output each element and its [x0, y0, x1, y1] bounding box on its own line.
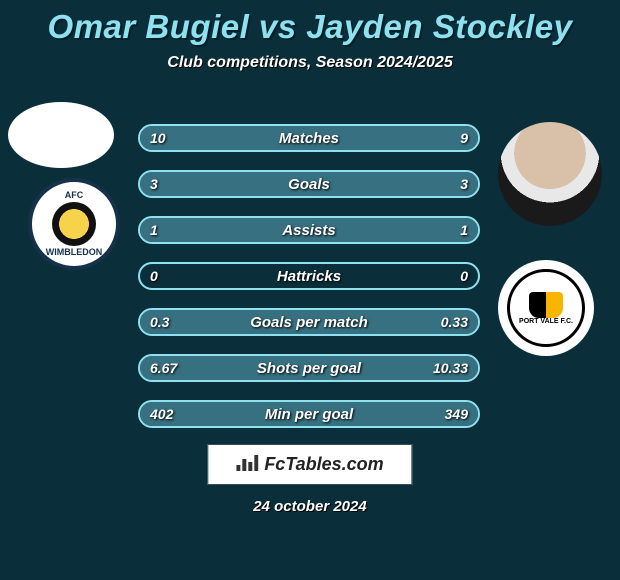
stats-panel: 10 9 Matches 3 3 Goals 1 1 Assists 0 0 Hattricks 0.3… [138, 124, 480, 446]
stat-label: Shots per goal [257, 360, 361, 377]
brand-text: FcTables.com [264, 454, 383, 475]
player-photo-left [8, 102, 114, 168]
stat-value-left: 1 [150, 222, 158, 238]
comparison-infographic: Omar Bugiel vs Jayden Stockley Club comp… [0, 0, 620, 580]
stat-row-min-per-goal: 402 349 Min per goal [138, 400, 480, 428]
stat-row-hattricks: 0 0 Hattricks [138, 262, 480, 290]
club-badge-left: AFC WIMBLEDON [28, 178, 120, 270]
page-subtitle: Club competitions, Season 2024/2025 [0, 54, 620, 72]
brand-chart-icon [236, 453, 258, 476]
badge-left-top-text: AFC [65, 191, 84, 200]
stat-row-shots-per-goal: 6.67 10.33 Shots per goal [138, 354, 480, 382]
stat-label: Assists [282, 222, 335, 239]
stat-label: Goals [288, 176, 330, 193]
stat-value-right: 0 [460, 268, 468, 284]
shield-icon [529, 292, 563, 318]
badge-right-text: PORT VALE F.C. [519, 318, 573, 325]
stat-value-left: 0 [150, 268, 158, 284]
stat-row-assists: 1 1 Assists [138, 216, 480, 244]
brand-box[interactable]: FcTables.com [207, 444, 412, 485]
stat-label: Matches [279, 130, 339, 147]
stat-value-left: 6.67 [150, 360, 177, 376]
date-text: 24 october 2024 [0, 498, 620, 515]
stat-fill-right [319, 126, 478, 150]
player-photo-right [498, 122, 602, 226]
stat-value-right: 3 [460, 176, 468, 192]
stat-value-right: 10.33 [433, 360, 468, 376]
stat-row-goals: 3 3 Goals [138, 170, 480, 198]
stat-fill-right [309, 172, 478, 196]
stat-fill-left [140, 172, 309, 196]
stat-value-left: 10 [150, 130, 166, 146]
stat-value-left: 402 [150, 406, 173, 422]
badge-left-bottom-text: WIMBLEDON [46, 248, 103, 257]
stat-value-left: 3 [150, 176, 158, 192]
stat-row-matches: 10 9 Matches [138, 124, 480, 152]
stat-value-right: 0.33 [441, 314, 468, 330]
stat-row-goals-per-match: 0.3 0.33 Goals per match [138, 308, 480, 336]
stat-value-left: 0.3 [150, 314, 169, 330]
stat-label: Goals per match [250, 314, 368, 331]
eagle-icon [52, 202, 96, 246]
stat-value-right: 349 [445, 406, 468, 422]
stat-label: Hattricks [277, 268, 341, 285]
club-badge-right: PORT VALE F.C. [498, 260, 594, 356]
stat-value-right: 1 [460, 222, 468, 238]
stat-label: Min per goal [265, 406, 353, 423]
stat-value-right: 9 [460, 130, 468, 146]
page-title: Omar Bugiel vs Jayden Stockley [0, 0, 620, 46]
